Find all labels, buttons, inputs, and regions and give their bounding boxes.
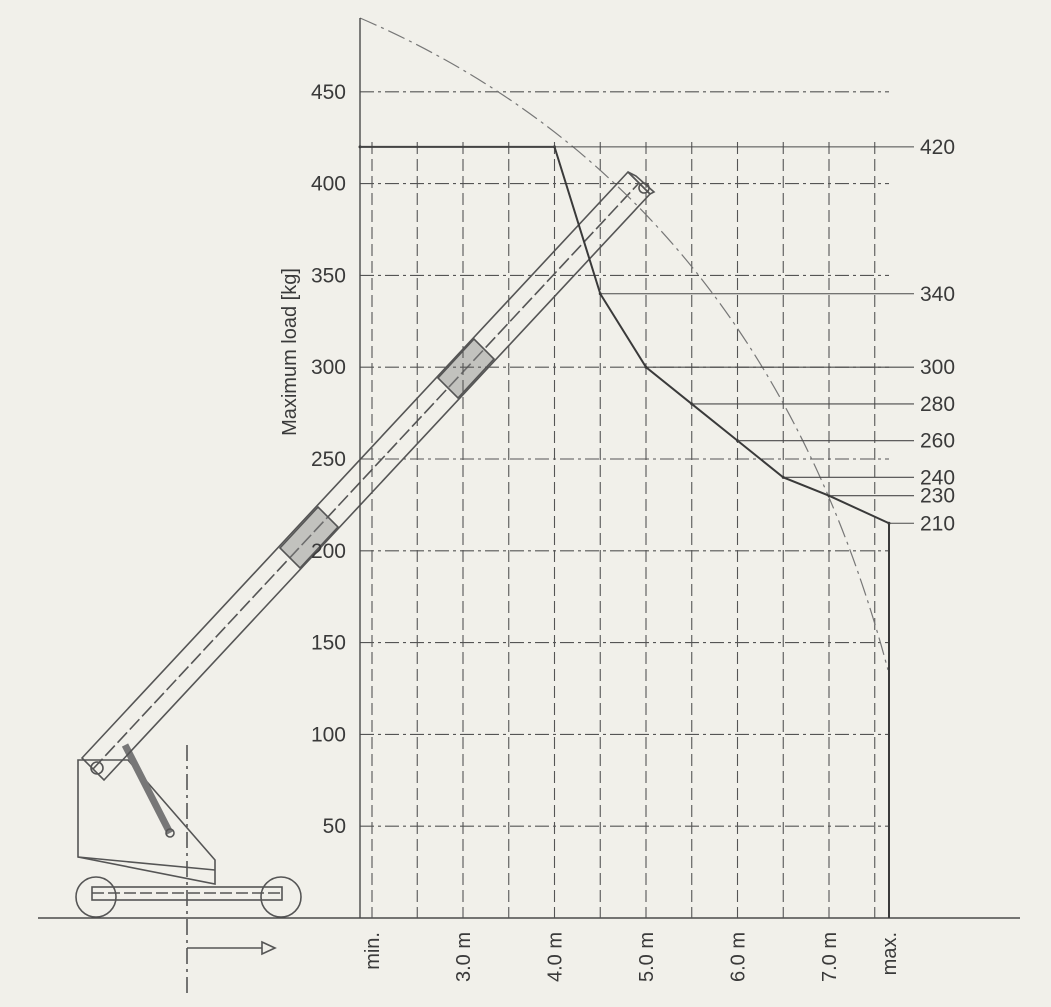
load-point-8 bbox=[827, 494, 831, 498]
crane-boom-section-2 bbox=[436, 337, 496, 400]
x-tick-3.0 m: 3.0 m bbox=[453, 932, 475, 982]
crane-cylinder bbox=[121, 743, 174, 835]
direction-arrow-head bbox=[261, 940, 277, 956]
callout-label-260: 260 bbox=[920, 430, 955, 453]
y-tick-450: 450 bbox=[311, 81, 346, 104]
y-tick-300: 300 bbox=[311, 356, 346, 379]
callout-label-230: 230 bbox=[920, 485, 955, 508]
load-point-4 bbox=[644, 365, 648, 369]
x-tick-min.: min. bbox=[362, 932, 384, 970]
y-axis bbox=[359, 18, 890, 918]
load-point-3 bbox=[598, 292, 602, 296]
crane-illustration bbox=[75, 170, 656, 993]
crane-boom-section-1 bbox=[278, 505, 340, 570]
crane-body bbox=[77, 759, 216, 885]
callout-label-340: 340 bbox=[920, 283, 955, 306]
callout-label-300: 300 bbox=[920, 356, 955, 379]
y-tick-350: 350 bbox=[311, 264, 346, 287]
load-curve-line bbox=[360, 145, 890, 525]
crane-head-pin bbox=[638, 182, 650, 194]
y-axis-label: Maximum load [kg] bbox=[279, 268, 301, 436]
crane-body-line bbox=[77, 856, 216, 871]
y-tick-50: 50 bbox=[323, 815, 346, 838]
callout-label-280: 280 bbox=[920, 393, 955, 416]
y-tick-200: 200 bbox=[311, 540, 346, 563]
load-point-5 bbox=[690, 402, 694, 406]
callout-label-420: 420 bbox=[920, 136, 955, 159]
crane-wheel-right bbox=[260, 876, 302, 918]
callout-label-240: 240 bbox=[920, 466, 955, 489]
x-tick-7.0 m: 7.0 m bbox=[819, 932, 841, 982]
load-curve-layer bbox=[358, 145, 891, 525]
load-point-6 bbox=[736, 439, 739, 443]
crane-wheel-left bbox=[75, 876, 117, 918]
x-tick-max.: max. bbox=[879, 932, 901, 975]
y-tick-250: 250 bbox=[311, 448, 346, 471]
x-tick-6.0 m: 6.0 m bbox=[728, 932, 750, 982]
x-tick-4.0 m: 4.0 m bbox=[545, 932, 567, 982]
y-tick-100: 100 bbox=[311, 723, 346, 746]
load-point-7 bbox=[781, 475, 785, 479]
y-tick-150: 150 bbox=[311, 632, 346, 655]
crane-pivot-pin bbox=[90, 761, 104, 775]
reach-envelope-layer bbox=[359, 17, 889, 671]
crane-boom-head bbox=[627, 171, 656, 195]
x-tick-labels: min. 3.0 m 4.0 m 5.0 m 6.0 m 7.0 m max. bbox=[362, 932, 901, 982]
reach-envelope bbox=[359, 17, 889, 671]
y-tick-400: 400 bbox=[311, 173, 346, 196]
callout-label-210: 210 bbox=[920, 512, 955, 535]
crane-cylinder-pin bbox=[165, 828, 175, 838]
x-tick-5.0 m: 5.0 m bbox=[636, 932, 658, 982]
y-tick-labels: 50 100 150 200 250 300 350 400 450 bbox=[311, 81, 346, 838]
crane-boom-axis bbox=[92, 182, 640, 770]
chart-grid bbox=[360, 91, 889, 918]
